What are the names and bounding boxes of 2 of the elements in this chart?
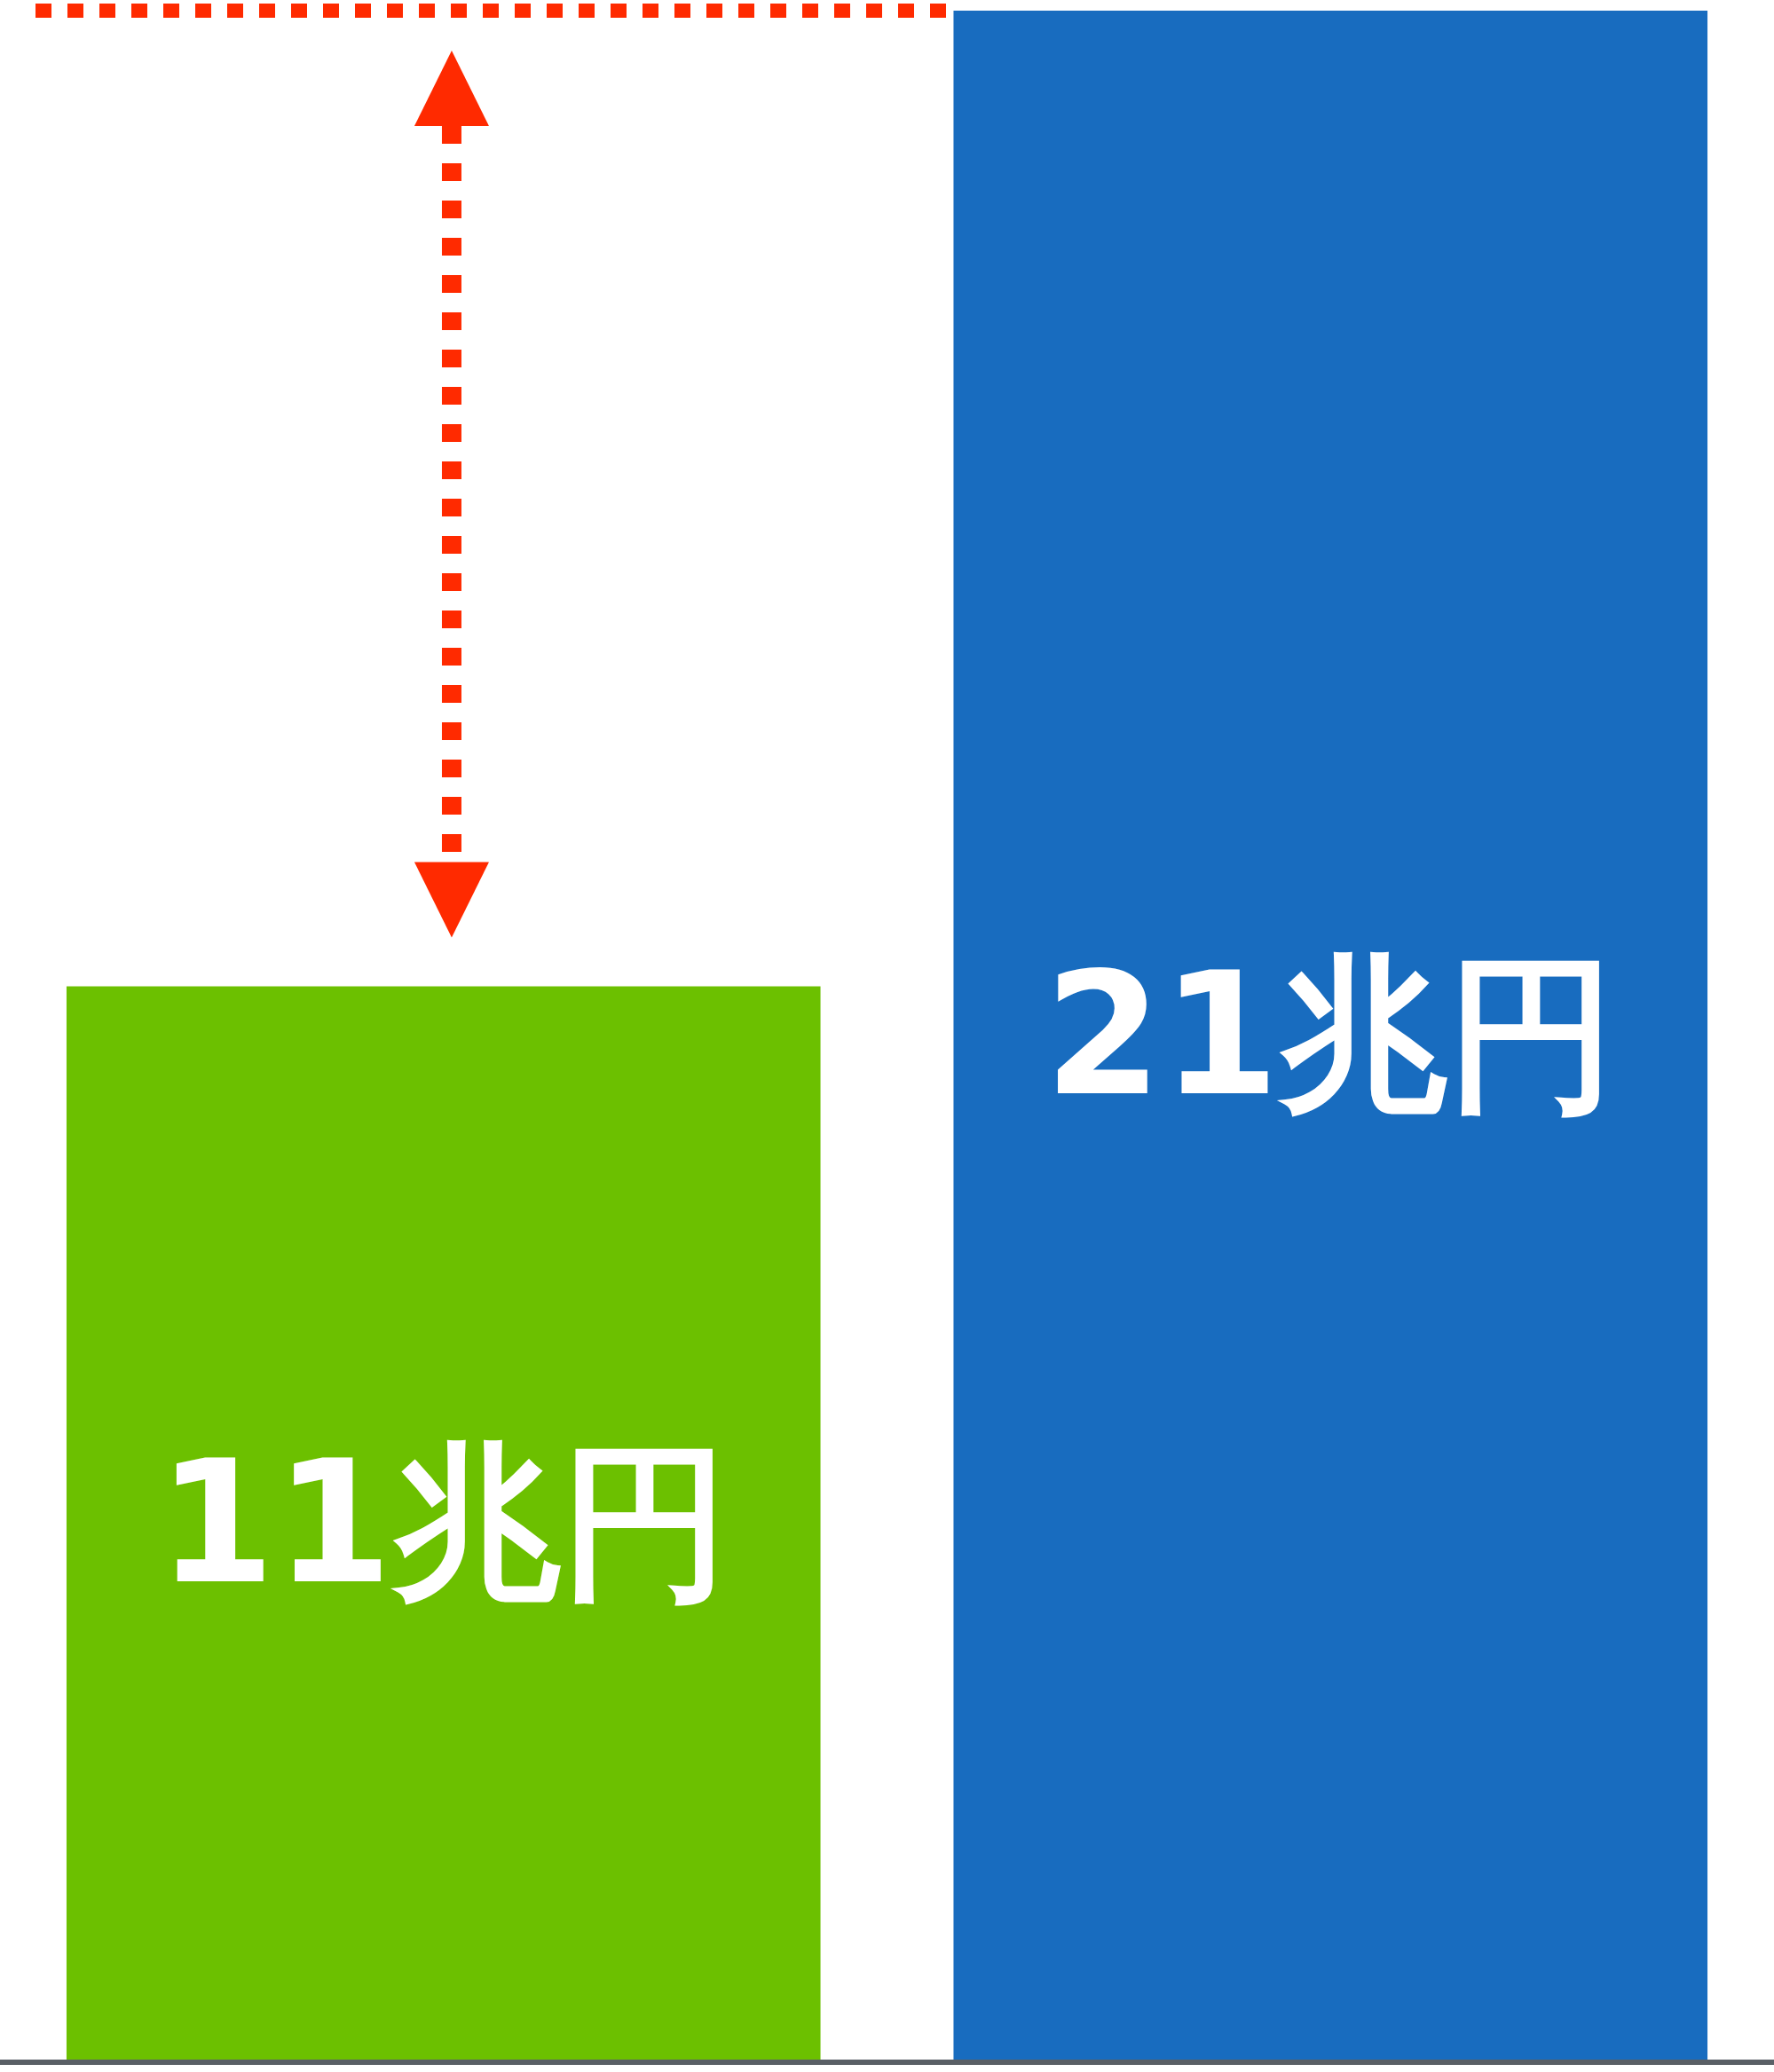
data-label: 21兆円	[1045, 937, 1617, 1133]
data-label: 11兆円	[157, 1424, 729, 1621]
